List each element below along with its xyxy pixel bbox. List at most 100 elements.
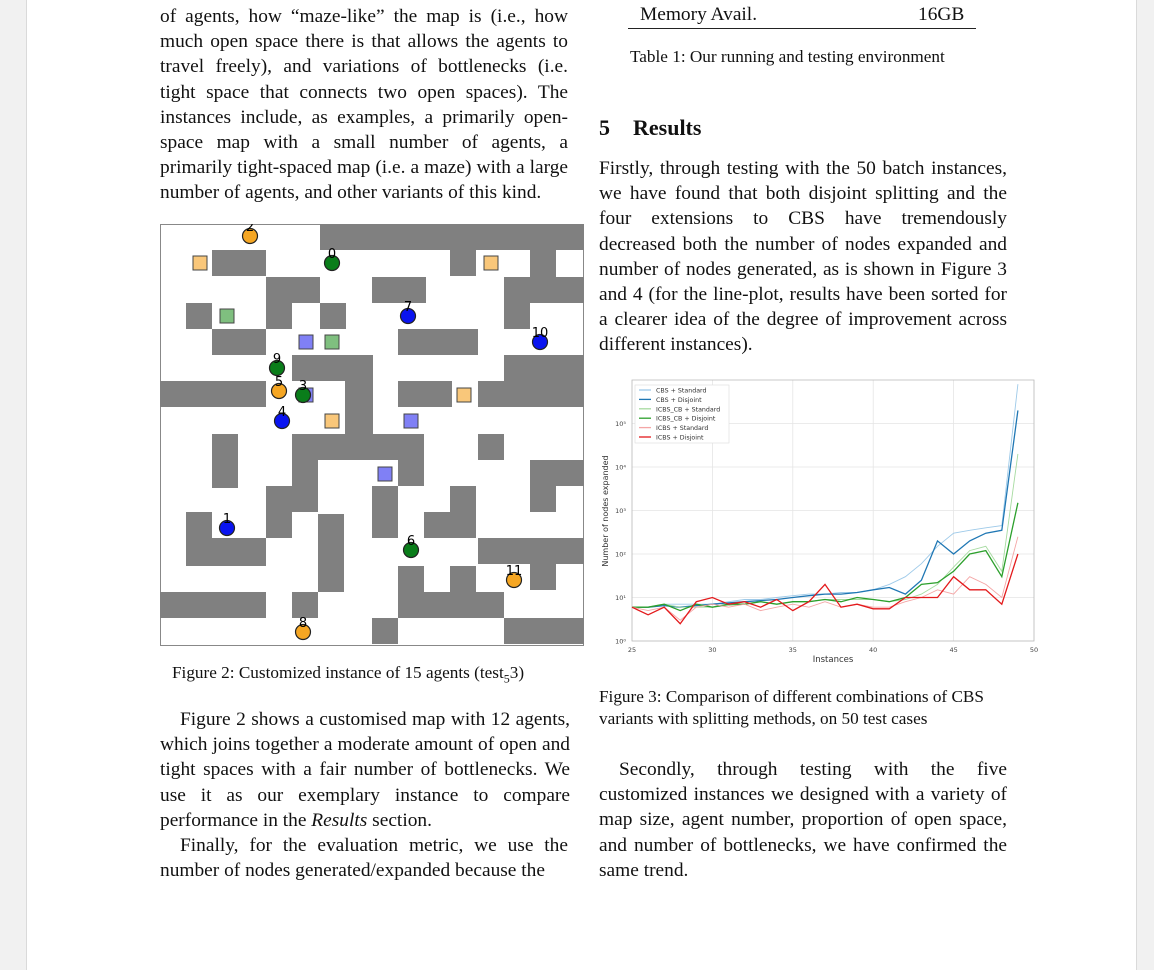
goal-square-blue: [377, 466, 393, 482]
agent-marker-green: [323, 254, 341, 272]
maze-wall: [450, 566, 476, 592]
agent-7: 7: [399, 300, 417, 325]
chart-legend-entry: CBS + Disjoint: [656, 397, 702, 404]
maze-wall: [345, 355, 373, 435]
goal-square-green: [219, 308, 235, 324]
maze-wall: [478, 381, 584, 407]
agent-marker-blue: [218, 519, 236, 537]
maze-wall: [478, 538, 584, 564]
maze-wall: [292, 592, 318, 618]
maze-wall: [398, 460, 424, 486]
chart-y-tick-label: 10⁵: [615, 420, 626, 428]
chart-series-line-5: [631, 553, 1019, 625]
maze-walls: [160, 224, 584, 644]
agent-10: 10: [531, 326, 549, 351]
section-number: 5: [599, 115, 610, 140]
chart-y-tick-label: 10³: [615, 507, 626, 515]
table1-row-memory: Memory Avail. 16GB: [628, 2, 976, 29]
goal-square-orange: [324, 413, 340, 429]
table1-caption: Table 1: Our running and testing environ…: [630, 47, 945, 66]
page-edge-left: [0, 0, 27, 970]
page-edge-right: [1136, 0, 1154, 970]
maze-wall: [186, 303, 212, 329]
agent-8: 8: [294, 616, 312, 641]
goal-square-orange: [456, 387, 472, 403]
agent-marker-orange: [241, 227, 259, 245]
maze-wall: [504, 303, 530, 329]
maze-wall: [398, 566, 424, 592]
agent-6: 6: [402, 534, 420, 559]
goal-square-green: [324, 334, 340, 350]
goal-square-blue: [403, 413, 419, 429]
agent-11: 11: [506, 564, 523, 589]
agent-4: 4: [273, 405, 291, 430]
maze-wall: [160, 592, 266, 618]
agent-label: 8: [299, 616, 307, 631]
chart-x-tick-label: 50: [1030, 646, 1038, 654]
maze-wall: [186, 512, 212, 566]
agent-marker-blue: [399, 307, 417, 325]
maze-wall: [530, 564, 556, 590]
chart-legend-box: [634, 384, 730, 444]
agent-marker-blue: [531, 333, 549, 351]
maze-wall: [212, 434, 238, 488]
chart-x-tick-label: 35: [789, 646, 797, 654]
maze-wall: [212, 250, 266, 276]
chart-y-axis-label: Number of nodes expanded: [601, 455, 610, 566]
agent-label: 2: [246, 224, 254, 235]
agent-marker-green: [268, 359, 286, 377]
table1-label: Memory Avail.: [640, 4, 758, 25]
maze-wall: [372, 486, 398, 538]
chart-series-lines: [631, 384, 1019, 625]
chart-y-tick-label: 10⁰: [615, 638, 626, 646]
paragraph-evaluation: Finally, for the evaluation metric, we u…: [160, 835, 568, 882]
chart-legend-entry: ICBS + Disjoint: [656, 435, 704, 442]
agent-9: 9: [268, 352, 286, 377]
agent-marker-orange: [270, 382, 288, 400]
maze-wall: [424, 512, 476, 538]
agent-label: 11: [506, 564, 523, 579]
figure2-caption-end: 3): [509, 663, 525, 682]
agent-label: 4: [278, 405, 286, 420]
agent-marker-blue: [273, 412, 291, 430]
paragraph-figure2-text: Figure 2 shows a customised map with 12 …: [160, 709, 570, 831]
agent-label: 10: [532, 326, 549, 341]
chart-legend-entry: ICBS_CB + Standard: [656, 406, 720, 413]
agent-label: 1: [223, 512, 231, 527]
section-title: Results: [633, 115, 702, 140]
figure2-caption-text: Figure 2: Customized instance of 15 agen…: [172, 663, 504, 682]
agent-3: 3: [294, 379, 312, 404]
maze-wall: [266, 303, 292, 329]
chart-x-tick-label: 25: [628, 646, 636, 654]
maze-wall: [530, 460, 584, 486]
agent-label: 0: [328, 247, 336, 262]
maze-wall: [266, 277, 320, 303]
paragraph-instances: of agents, how “maze-like” the map is (i…: [160, 6, 568, 204]
agent-0: 0: [323, 247, 341, 272]
goal-square-orange: [192, 255, 208, 271]
agent-marker-orange: [294, 623, 312, 641]
agent-2: 2: [241, 224, 259, 245]
chart-series-line-4: [631, 536, 1019, 621]
maze-wall: [292, 460, 318, 486]
chart-y-tick-label: 10²: [615, 551, 626, 559]
maze-agents: 0 1 2 34 5 6 7 8 9 10 11: [218, 224, 549, 641]
figure2-maze: 0 1 2 34 5 6 7 8 9 10 11: [160, 224, 584, 646]
chart-x-tick-label: 30: [708, 646, 716, 654]
maze-wall: [504, 355, 584, 381]
chart-plot-frame: [631, 379, 1035, 642]
agent-label: 6: [407, 534, 415, 549]
maze-wall: [450, 486, 476, 512]
chart-series-line-3: [632, 502, 1019, 612]
chart-legend-entry: CBS + Standard: [656, 388, 707, 395]
goal-square-blue: [298, 334, 314, 350]
maze-wall: [372, 277, 426, 303]
maze-wall: [318, 514, 344, 592]
figure2-caption: Figure 2: Customized instance of 15 agen…: [172, 662, 572, 689]
table1-value: 16GB: [918, 4, 965, 25]
maze-wall: [320, 303, 346, 329]
figure3-chart: 25 30 35 40 45 50 10⁰ 10¹ 10² 10³ 10⁴ 10⁵ Instance…: [601, 379, 1038, 665]
paragraph-figure2-end: section.: [372, 809, 432, 831]
maze-wall: [212, 538, 266, 566]
chart-x-ticks: 25 30 35 40 45 50: [628, 646, 1038, 654]
